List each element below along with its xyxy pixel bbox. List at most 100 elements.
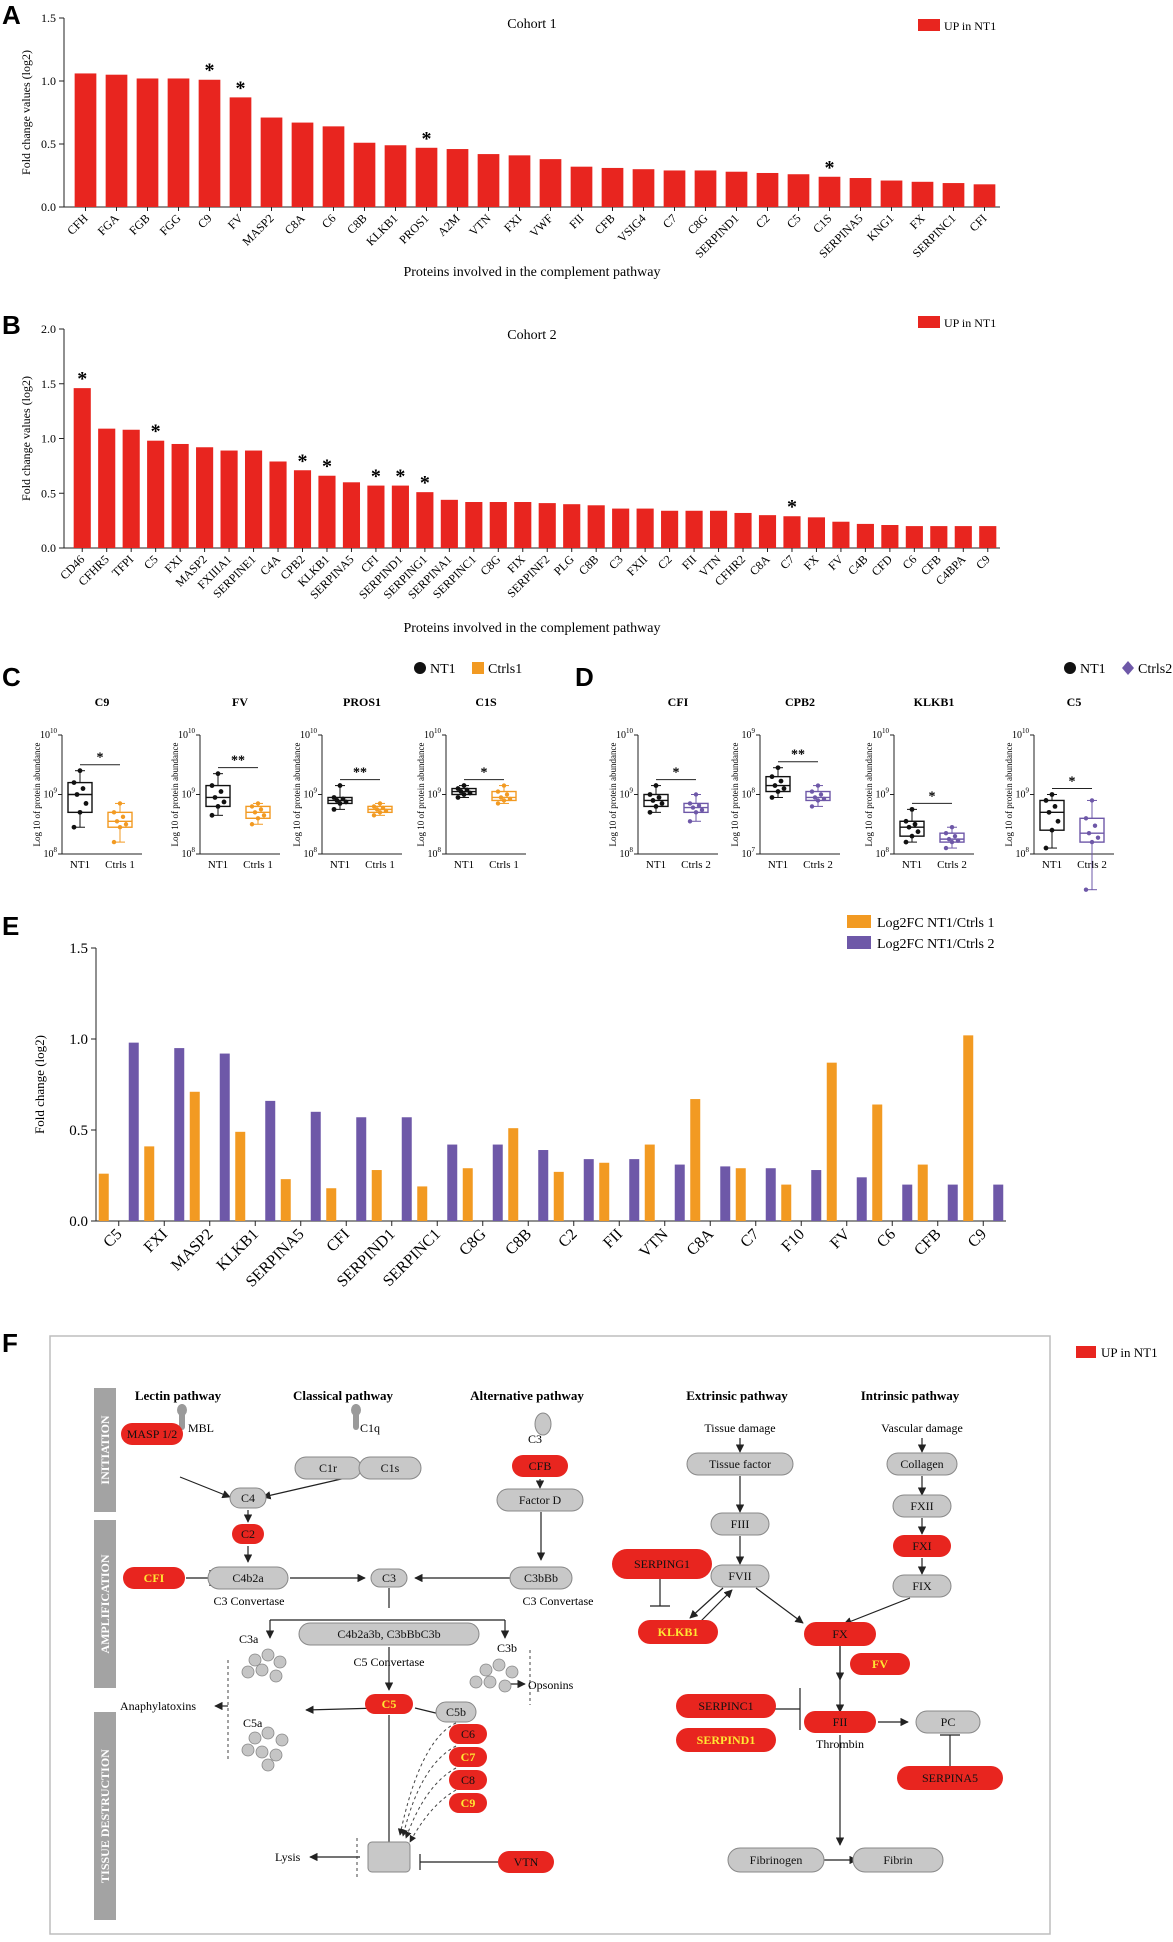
significance-star: *: [322, 456, 332, 478]
data-point: [1083, 887, 1089, 892]
node-c3bbb: [509, 1566, 573, 1590]
node-cfi: [123, 1567, 185, 1589]
bar-kng1: [880, 180, 903, 207]
bar-c8a: [291, 122, 314, 207]
node-label-fxi: FXI: [912, 1539, 931, 1553]
bar-fgb: [136, 78, 159, 207]
data-point: [111, 839, 117, 845]
x-tick-label: C9: [965, 1226, 990, 1251]
x-tick-label: FGB: [126, 211, 152, 237]
bar-fii: [570, 166, 593, 207]
subplot-title: KLKB1: [914, 695, 955, 709]
y-tick-label: 1.5: [41, 377, 56, 391]
node-label-c2: C2: [241, 1527, 255, 1541]
stage-amplification-label: AMPLIFICATION: [98, 1554, 112, 1653]
bar-serpinf2: [538, 503, 556, 548]
subplot-title: C5: [1067, 695, 1082, 709]
panel-letter-e: E: [2, 911, 19, 941]
data-point: [687, 801, 693, 806]
bar-plg: [563, 504, 581, 548]
significance-star: *: [205, 60, 215, 82]
data-point: [653, 783, 659, 788]
x-tick-label: C8B: [576, 552, 601, 577]
data-point: [690, 805, 696, 810]
node-fiii: [710, 1512, 770, 1536]
bar-fv-series1: [826, 1062, 837, 1221]
x-tick-label: FXII: [624, 552, 650, 578]
x-tick-label: FX: [801, 552, 822, 573]
bar-cfi: [367, 485, 385, 548]
data-point: [74, 792, 80, 797]
data-point: [1043, 798, 1049, 803]
data-point: [255, 816, 261, 821]
group-label: Ctrls 2: [803, 859, 833, 871]
significance-star: *: [825, 157, 835, 179]
x-tick-label: C4B: [845, 552, 870, 577]
bar-vtn: [477, 154, 500, 207]
bar-masp2-series1: [189, 1091, 200, 1221]
bar-cfhr5: [98, 428, 116, 548]
stage-tissue-destruction: [94, 1712, 116, 1920]
x-tick-label: C2: [555, 1226, 580, 1251]
y-axis-label: Log 10 of protein abundance: [864, 743, 874, 847]
y-axis-label: Log 10 of protein abundance: [608, 743, 618, 847]
stage-initiation: [94, 1388, 116, 1512]
node-klkb1: [638, 1620, 718, 1644]
group-label: NT1: [330, 859, 350, 871]
bar-masp2: [260, 117, 283, 207]
label-thrombin: Thrombin: [816, 1737, 864, 1751]
bar-fxi-series2: [174, 1048, 185, 1221]
x-tick-label: CFH: [64, 211, 91, 238]
node-label-c1s: C1s: [381, 1461, 400, 1475]
bar-a2m: [446, 149, 469, 207]
data-point: [775, 789, 781, 794]
x-tick-label: FXI: [501, 211, 525, 235]
bar-serpina5: [849, 178, 872, 207]
node-label-c5: C5: [382, 1697, 397, 1711]
bar-serpina5-series2: [310, 1111, 321, 1221]
c3b-molecules: [469, 1658, 519, 1693]
data-point: [261, 813, 267, 818]
bar-c7-series1: [735, 1168, 746, 1221]
node-masp: [121, 1423, 183, 1445]
node-fxi: [893, 1535, 951, 1557]
y-tick-label: 109: [182, 787, 196, 801]
bar-fii: [685, 510, 703, 548]
data-point: [778, 778, 784, 784]
data-point: [687, 819, 693, 824]
x-tick-label: C8A: [747, 552, 773, 578]
data-point: [120, 814, 126, 820]
node-serpinc1: [676, 1694, 776, 1718]
data-point: [495, 789, 501, 794]
stage-tissue-destruction-label: TISSUE DESTRUCTION: [98, 1749, 112, 1883]
node-label-cfi: CFI: [144, 1571, 165, 1585]
node-label-serpinc1: SERPINC1: [698, 1699, 753, 1713]
data-point: [117, 801, 123, 806]
node-label-c4: C4: [241, 1491, 255, 1505]
node-fv: [850, 1653, 910, 1675]
x-tick-label: C6: [900, 552, 920, 572]
node-collagen: [886, 1452, 958, 1476]
node-vtn: [498, 1851, 554, 1873]
bar-fxiiia1: [220, 450, 238, 548]
bar-fv: [832, 521, 850, 548]
data-point: [821, 796, 827, 802]
bar-serpinc1: [465, 502, 483, 548]
data-point: [458, 789, 464, 794]
x-tick-label: CFD: [869, 552, 896, 579]
data-point: [507, 796, 513, 802]
data-point: [111, 810, 117, 815]
data-point: [215, 771, 221, 777]
bar-fxii: [636, 508, 654, 548]
bar-c8g: [489, 502, 507, 548]
bar-fx: [807, 517, 826, 548]
node-label-masp: MASP 1/2: [127, 1427, 178, 1441]
x-tick-label: PROS1: [396, 211, 431, 246]
y-tick-label: 108: [742, 787, 756, 801]
group-label: Ctrls 2: [681, 859, 711, 871]
node-c4: [229, 1487, 267, 1509]
node-c6: [449, 1724, 487, 1744]
node-tissue-factor: [686, 1452, 794, 1476]
